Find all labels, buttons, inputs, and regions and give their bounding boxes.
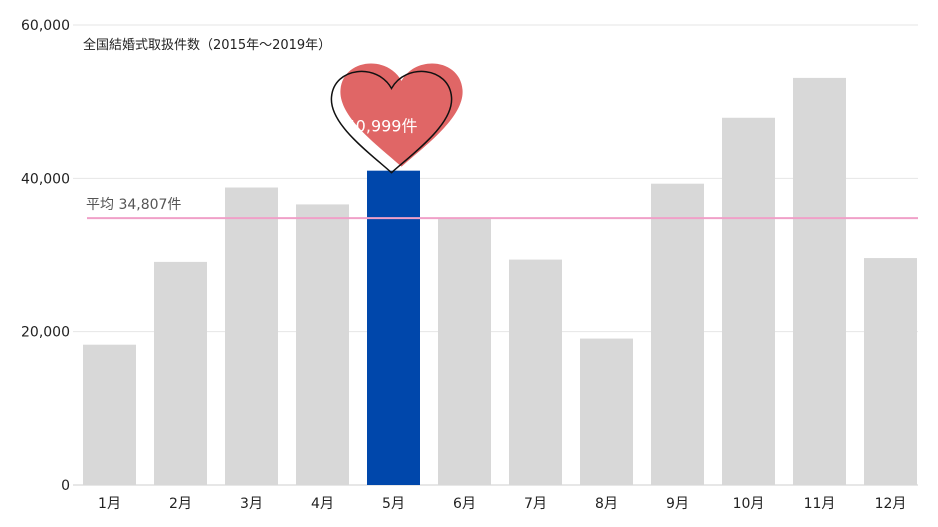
x-tick-label: 12月 bbox=[875, 496, 907, 512]
x-tick-label: 2月 bbox=[169, 496, 192, 512]
x-tick-label: 9月 bbox=[666, 496, 689, 512]
x-tick-label: 1月 bbox=[98, 496, 121, 512]
average-label: 平均 34,807件 bbox=[86, 197, 181, 213]
y-axis-label: 全国結婚式取扱件数（2015年〜2019年） bbox=[83, 37, 331, 53]
x-tick-label: 7月 bbox=[524, 496, 547, 512]
grid-lines bbox=[73, 24, 918, 486]
bar bbox=[83, 344, 136, 485]
bar bbox=[793, 77, 846, 486]
y-axis-ticks: 0 20,000 40,000 60,000 bbox=[21, 18, 70, 494]
heart-fill-icon bbox=[340, 63, 463, 167]
heart-callout: 40,999件 bbox=[330, 63, 463, 174]
bar bbox=[864, 258, 917, 485]
heart-outline-icon bbox=[330, 70, 453, 174]
bar bbox=[580, 338, 633, 485]
highlight-value-label: 40,999件 bbox=[346, 117, 418, 136]
bar bbox=[722, 117, 775, 486]
x-tick-label: 5月 bbox=[382, 496, 405, 512]
bar bbox=[651, 183, 704, 485]
bar bbox=[225, 187, 278, 486]
y-tick-label: 0 bbox=[61, 478, 70, 494]
x-tick-label: 10月 bbox=[733, 496, 765, 512]
bar bbox=[367, 170, 420, 486]
x-tick-label: 11月 bbox=[804, 496, 836, 512]
bars bbox=[83, 77, 917, 486]
bar bbox=[296, 204, 349, 485]
bar bbox=[509, 259, 562, 485]
bar bbox=[154, 261, 207, 485]
x-tick-label: 6月 bbox=[453, 496, 476, 512]
y-tick-label: 40,000 bbox=[21, 171, 70, 187]
y-tick-label: 20,000 bbox=[21, 325, 70, 341]
x-tick-label: 3月 bbox=[240, 496, 263, 512]
bar bbox=[438, 217, 491, 485]
x-tick-label: 8月 bbox=[595, 496, 618, 512]
x-axis-ticks: 1月 2月 3月 4月 5月 6月 7月 8月 9月 10月 11月 12月 bbox=[98, 496, 906, 512]
x-tick-label: 4月 bbox=[311, 496, 334, 512]
y-tick-label: 60,000 bbox=[21, 18, 70, 34]
